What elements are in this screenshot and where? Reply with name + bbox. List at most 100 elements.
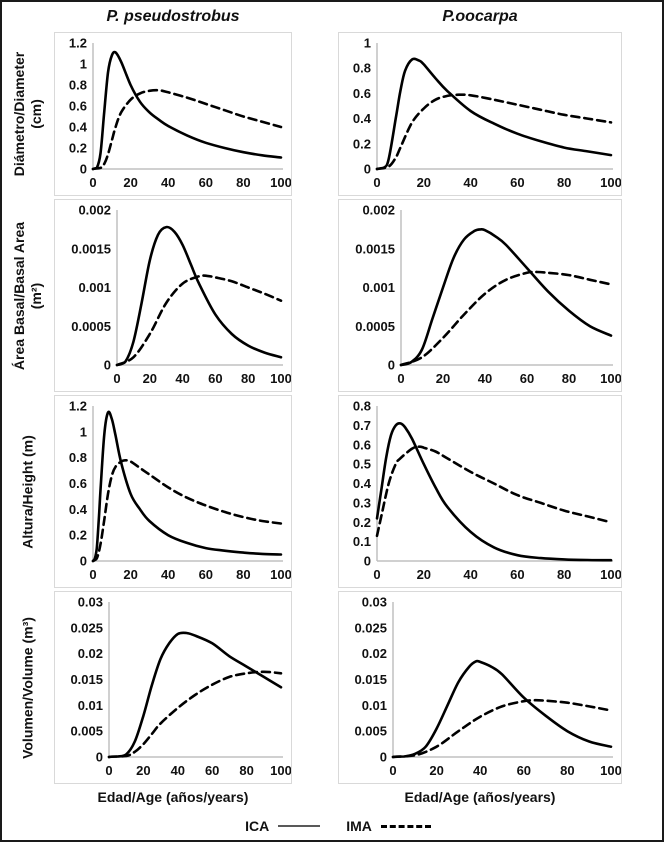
row-label-volume-line1: Volumen/Volume (m³): [19, 616, 36, 759]
chart-oocarpa-volume: 0 0.005 0.01 0.015 0.02 0.025 0.03 0 20 40 60 80 100: [354, 595, 621, 779]
svg-text:80: 80: [236, 175, 250, 190]
row-label-basal-area: Área Basal/Basal Area (m²): [11, 221, 45, 369]
svg-text:40: 40: [463, 567, 477, 582]
svg-text:0.0005: 0.0005: [355, 319, 395, 334]
svg-text:100: 100: [600, 175, 621, 190]
svg-text:80: 80: [562, 371, 576, 386]
panel-oocarpa-basal-area: 0 0.0005 0.001 0.0015 0.002 0 20 40 60 80 100: [338, 199, 622, 392]
svg-text:0.01: 0.01: [78, 698, 103, 713]
svg-text:0.4: 0.4: [353, 476, 372, 491]
row-label-height: Altura/Height (m): [20, 435, 37, 549]
svg-text:0.8: 0.8: [69, 450, 87, 465]
svg-text:0: 0: [388, 358, 395, 373]
svg-text:80: 80: [239, 763, 253, 778]
svg-text:0.025: 0.025: [70, 620, 103, 635]
row-label-volume: Volumen/Volume (m³): [20, 617, 37, 759]
svg-text:0.2: 0.2: [69, 141, 87, 156]
svg-text:0.4: 0.4: [69, 120, 88, 135]
svg-text:20: 20: [123, 175, 137, 190]
svg-text:0: 0: [89, 567, 96, 582]
svg-text:0.025: 0.025: [354, 620, 387, 635]
chart-pseudostrobus-height: 0 0.2 0.4 0.6 0.8 1 1.2 0 20 40 60 80 100: [69, 399, 291, 583]
svg-text:0.001: 0.001: [362, 280, 395, 295]
svg-text:0.01: 0.01: [362, 698, 387, 713]
chart-oocarpa-diameter: 0 0.2 0.4 0.6 0.8 1 0 20 40 60 80 100: [353, 36, 621, 191]
figure-grid: P. pseudostrobus P.oocarpa Diámetro/Diam…: [2, 5, 662, 838]
svg-text:20: 20: [436, 371, 450, 386]
chart-pseudostrobus-basal-area: 0 0.0005 0.001 0.0015 0.002 0 20 40 60 80 100: [71, 203, 291, 387]
svg-text:0.2: 0.2: [353, 515, 371, 530]
svg-text:0.8: 0.8: [69, 78, 87, 93]
svg-text:0.0015: 0.0015: [355, 241, 395, 256]
row-label-diameter-line2: (cm): [28, 99, 44, 129]
svg-text:0.5: 0.5: [353, 457, 371, 472]
svg-text:80: 80: [560, 763, 574, 778]
svg-text:80: 80: [241, 371, 255, 386]
legend: ICA IMA: [54, 812, 622, 838]
svg-text:0: 0: [389, 763, 396, 778]
svg-text:60: 60: [517, 763, 531, 778]
svg-text:40: 40: [161, 567, 175, 582]
svg-text:60: 60: [205, 763, 219, 778]
svg-text:1: 1: [364, 36, 371, 51]
svg-text:0.4: 0.4: [69, 502, 88, 517]
svg-text:0.03: 0.03: [362, 595, 387, 610]
svg-text:0.2: 0.2: [353, 136, 371, 151]
svg-text:0: 0: [96, 750, 103, 765]
svg-text:0.7: 0.7: [353, 418, 371, 433]
chart-pseudostrobus-diameter: 0 0.2 0.4 0.6 0.8 1 1.2 0 20 40 60 80 100: [69, 36, 291, 191]
svg-text:0: 0: [80, 554, 87, 569]
panel-pseudostrobus-height: 0 0.2 0.4 0.6 0.8 1 1.2 0 20 40 60 80 100: [54, 395, 292, 588]
svg-text:20: 20: [417, 175, 431, 190]
svg-text:100: 100: [270, 567, 291, 582]
svg-text:1.2: 1.2: [69, 36, 87, 51]
legend-item-ima: IMA: [346, 818, 431, 834]
svg-text:100: 100: [600, 567, 621, 582]
svg-text:0.6: 0.6: [353, 437, 371, 452]
svg-text:0.4: 0.4: [353, 111, 372, 126]
svg-text:60: 60: [520, 371, 534, 386]
legend-ima-label: IMA: [346, 818, 372, 834]
svg-text:20: 20: [123, 567, 137, 582]
row-label-cell-basal-area: Área Basal/Basal Area (m²): [2, 199, 54, 392]
svg-text:0: 0: [364, 554, 371, 569]
svg-text:40: 40: [161, 175, 175, 190]
svg-text:0: 0: [105, 763, 112, 778]
svg-text:60: 60: [199, 567, 213, 582]
row-label-basal-area-line1: Área Basal/Basal Area: [11, 221, 28, 370]
svg-text:0.002: 0.002: [78, 203, 111, 218]
svg-text:60: 60: [510, 175, 524, 190]
row-label-cell-volume: Volumen/Volume (m³): [2, 591, 54, 784]
row-label-basal-area-line2: (m²): [28, 282, 44, 309]
svg-text:80: 80: [557, 567, 571, 582]
svg-text:100: 100: [270, 175, 291, 190]
svg-text:0: 0: [364, 162, 371, 177]
svg-text:0.03: 0.03: [78, 595, 103, 610]
svg-text:40: 40: [473, 763, 487, 778]
svg-text:0: 0: [380, 750, 387, 765]
svg-text:0.6: 0.6: [69, 99, 87, 114]
panel-pseudostrobus-volume: 0 0.005 0.01 0.015 0.02 0.025 0.03 0 20 40 60 80 100: [54, 591, 292, 784]
panel-oocarpa-volume: 0 0.005 0.01 0.015 0.02 0.025 0.03 0 20 40 60 80 100: [338, 591, 622, 784]
svg-text:100: 100: [270, 371, 291, 386]
svg-text:0.8: 0.8: [353, 399, 371, 414]
svg-text:20: 20: [429, 763, 443, 778]
svg-text:100: 100: [600, 371, 621, 386]
svg-text:100: 100: [600, 763, 621, 778]
svg-text:0.02: 0.02: [362, 646, 387, 661]
ima-dashed-line-icon: [380, 824, 431, 828]
row-label-height-line1: Altura/Height (m): [19, 434, 36, 549]
legend-ica-label: ICA: [245, 818, 270, 834]
column-title-oocarpa: P.oocarpa: [442, 8, 518, 25]
svg-text:40: 40: [463, 175, 477, 190]
svg-text:0.0005: 0.0005: [71, 319, 111, 334]
svg-text:20: 20: [136, 763, 150, 778]
svg-text:0: 0: [373, 175, 380, 190]
svg-text:0.2: 0.2: [69, 528, 87, 543]
svg-text:0: 0: [397, 371, 404, 386]
svg-text:0.005: 0.005: [354, 724, 387, 739]
svg-text:20: 20: [143, 371, 157, 386]
x-axis-label-right: Edad/Age (años/years): [404, 789, 556, 805]
svg-text:0.02: 0.02: [78, 646, 103, 661]
